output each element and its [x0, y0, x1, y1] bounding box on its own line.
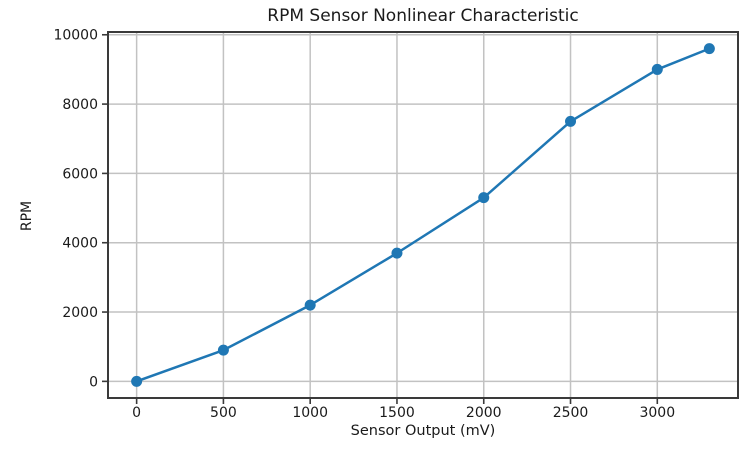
- y-tick-label: 10000: [53, 28, 98, 44]
- axes-spines: [107, 31, 739, 399]
- data-point-marker: [131, 375, 143, 387]
- data-point-marker: [565, 115, 577, 127]
- x-tick-label: 1000: [292, 405, 328, 421]
- x-axis-label: Sensor Output (mV): [350, 423, 496, 439]
- x-tick-label: 0: [132, 405, 141, 421]
- data-point-marker: [391, 247, 403, 259]
- data-line: [135, 47, 711, 383]
- data-point-marker: [217, 344, 229, 356]
- x-tick-label: 500: [210, 405, 237, 421]
- data-point-marker: [304, 299, 316, 311]
- x-tick-label: 3000: [639, 405, 675, 421]
- x-tick-label: 1500: [379, 405, 415, 421]
- data-point-marker: [651, 63, 663, 75]
- x-tick-label: 2000: [466, 405, 502, 421]
- y-axis-label: RPM: [19, 200, 35, 232]
- x-tick-label: 2500: [553, 405, 589, 421]
- y-tick-label: 6000: [62, 166, 98, 182]
- y-tick-label: 2000: [62, 305, 98, 321]
- y-tick-label: 4000: [62, 236, 98, 252]
- chart-title: RPM Sensor Nonlinear Characteristic: [267, 6, 579, 26]
- y-tick-label: 8000: [62, 97, 98, 113]
- y-tick-label: 0: [89, 374, 98, 390]
- data-point-marker: [703, 43, 715, 55]
- data-point-marker: [478, 192, 490, 204]
